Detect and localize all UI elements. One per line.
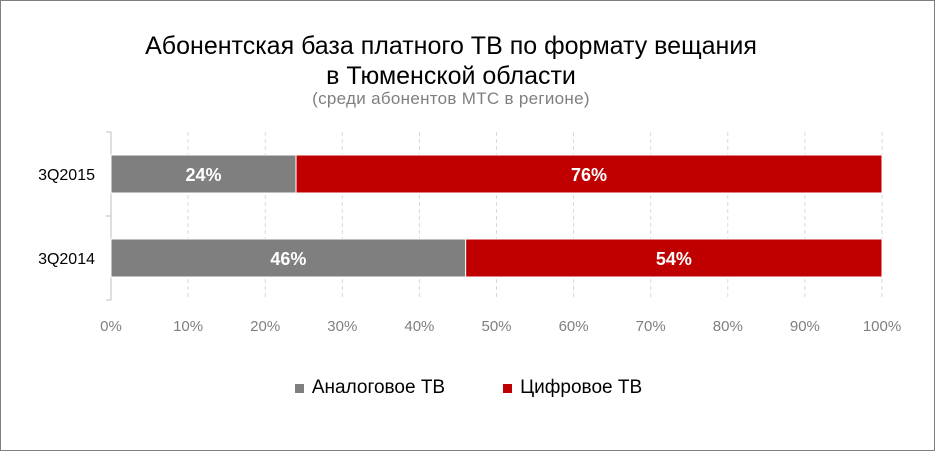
bar-3Q2015-series-0 (110, 154, 297, 194)
x-tick-label-60: 60% (559, 318, 589, 335)
bar-3Q2015-series-1 (295, 154, 883, 194)
legend-item-digital: Цифровое ТВ (503, 377, 642, 399)
x-tick-label-0: 0% (100, 318, 122, 335)
legend-swatch-digital (503, 383, 513, 393)
x-tick-label-90: 90% (790, 318, 820, 335)
chart-title: Абонентская база платного ТВ по формату … (41, 31, 861, 91)
x-tick-label-80: 80% (713, 318, 743, 335)
bar-3Q2014-series-0 (110, 238, 467, 278)
legend-label-analog: Аналоговое ТВ (311, 377, 446, 398)
bar-3Q2014-series-1 (465, 238, 883, 278)
legend-item-analog: Аналоговое ТВ (294, 377, 446, 399)
chart-legend: Аналоговое ТВ Цифровое ТВ (1, 377, 934, 399)
x-tick-label-20: 20% (250, 318, 280, 335)
category-label-3Q2015: 3Q2015 (38, 167, 95, 184)
data-label-3Q2014-series-1: 54% (656, 249, 692, 269)
data-label-3Q2015-series-1: 76% (571, 165, 607, 185)
chart-subtitle: (среди абонентов МТС в регионе) (312, 89, 590, 108)
data-label-3Q2015-series-0: 24% (186, 165, 222, 185)
category-label-3Q2014: 3Q2014 (38, 251, 95, 268)
x-tick-label-100: 100% (863, 318, 901, 335)
x-tick-label-40: 40% (404, 318, 434, 335)
x-tick-label-10: 10% (173, 318, 203, 335)
legend-label-digital: Цифровое ТВ (520, 377, 643, 398)
x-tick-label-30: 30% (327, 318, 357, 335)
chart-title-line-2: в Тюменской области (326, 62, 576, 90)
x-tick-label-50: 50% (481, 318, 511, 335)
legend-swatch-analog (294, 383, 304, 393)
data-label-3Q2014-series-0: 46% (270, 249, 306, 269)
chart-title-line-1: Абонентская база платного ТВ по формату … (145, 32, 757, 60)
x-tick-label-70: 70% (636, 318, 666, 335)
